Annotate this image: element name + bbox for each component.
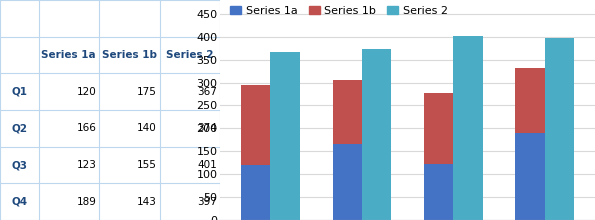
Text: Q3: Q3 [11, 160, 27, 170]
Text: Q1: Q1 [11, 87, 27, 97]
Text: 397: 397 [198, 197, 217, 207]
Text: 401: 401 [198, 160, 217, 170]
Text: Q4: Q4 [11, 197, 27, 207]
Bar [424, 93, 453, 164]
Bar [453, 36, 483, 220]
Legend: Series 1a, Series 1b, Series 2: Series 1a, Series 1b, Series 2 [226, 1, 452, 20]
Bar [515, 133, 544, 220]
Text: Series 1a: Series 1a [42, 50, 96, 60]
Bar [362, 49, 391, 220]
Text: 166: 166 [76, 123, 96, 133]
Bar [333, 80, 362, 144]
Text: 367: 367 [198, 87, 217, 97]
Bar [241, 85, 271, 165]
Bar [333, 144, 362, 220]
Bar [544, 38, 574, 220]
Text: 143: 143 [137, 197, 157, 207]
Text: Series 2: Series 2 [166, 50, 214, 60]
Text: 374: 374 [198, 123, 217, 133]
Text: 123: 123 [76, 160, 96, 170]
Bar [515, 68, 544, 133]
Bar [424, 164, 453, 220]
Text: 140: 140 [137, 123, 157, 133]
Text: 120: 120 [77, 87, 96, 97]
Text: Series 1b: Series 1b [102, 50, 157, 60]
Bar [271, 52, 300, 220]
Text: 155: 155 [137, 160, 157, 170]
Text: 175: 175 [137, 87, 157, 97]
Text: Q2: Q2 [11, 123, 27, 133]
Bar [241, 165, 271, 220]
Text: 189: 189 [76, 197, 96, 207]
